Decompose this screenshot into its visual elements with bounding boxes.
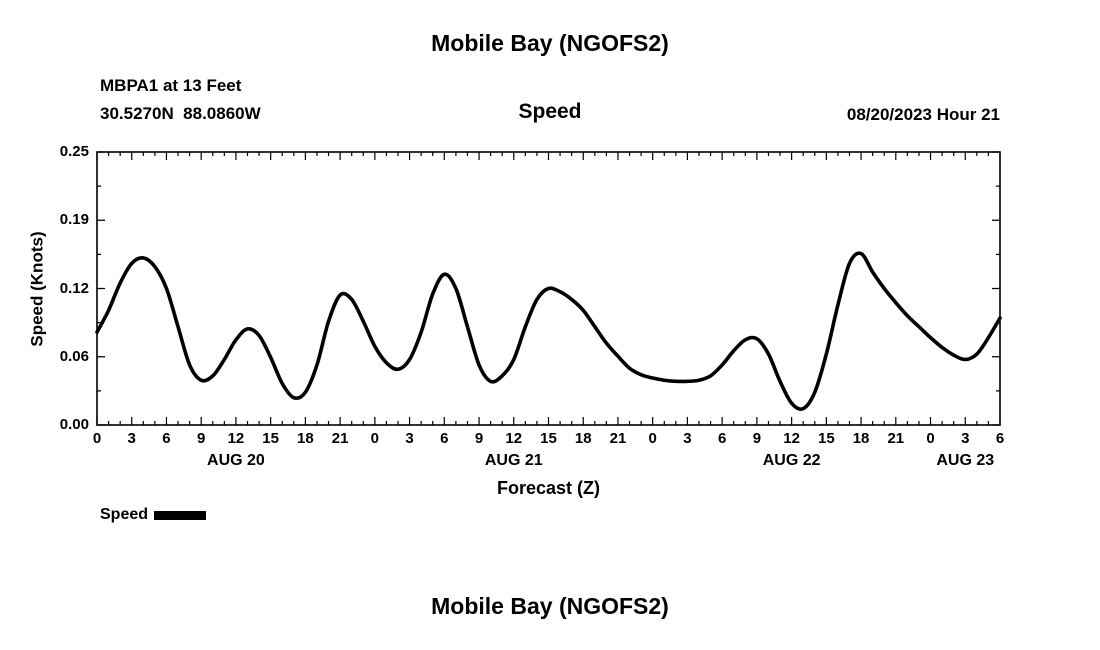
y-tick-label: 0.19 (59, 211, 89, 229)
second-chart-title: Mobile Bay (NGOFS2) (431, 593, 669, 619)
y-tick-label: 0.25 (59, 143, 89, 160)
x-tick-label: 3 (961, 430, 970, 447)
legend-line-swatch (154, 510, 207, 520)
x-tick-label: 21 (609, 430, 627, 447)
x-tick-label: 18 (574, 430, 592, 447)
x-tick-label: 12 (227, 430, 245, 447)
x-date-label: AUG 23 (936, 452, 995, 469)
x-tick-label: 15 (262, 430, 279, 447)
speed-curve (95, 251, 1002, 411)
x-tick-label: 3 (405, 430, 414, 447)
x-tick-label: 15 (540, 430, 557, 447)
y-tick-label: 0.06 (59, 347, 89, 365)
x-tick-label: 9 (474, 430, 484, 447)
legend: Speed (100, 506, 207, 524)
x-tick-label: 15 (818, 430, 835, 447)
y-tick-label: 0.00 (59, 416, 89, 433)
x-tick-label: 0 (648, 430, 657, 447)
forecast-timestamp: 08/20/2023 Hour 21 (846, 105, 1000, 124)
panel-subtitle: Speed (518, 100, 582, 123)
x-tick-label: 18 (852, 430, 870, 447)
x-date-label: AUG 20 (207, 452, 265, 469)
x-tick-label: 18 (297, 430, 314, 447)
x-tick-label: 0 (370, 430, 380, 447)
station-coordinates: 30.5270N 88.0860W (100, 104, 261, 123)
x-tick-label: 6 (717, 430, 727, 447)
x-tick-label: 6 (162, 430, 171, 447)
x-tick-label: 3 (683, 430, 692, 447)
x-tick-label: 0 (92, 430, 102, 447)
x-tick-label: 21 (887, 430, 905, 447)
x-tick-label: 12 (783, 430, 800, 447)
x-tick-label: 9 (752, 430, 762, 447)
legend-label: Speed (100, 506, 149, 523)
x-tick-label: 21 (331, 430, 349, 447)
x-date-label: AUG 22 (762, 452, 821, 469)
x-tick-label: 0 (926, 430, 935, 447)
station-label: MBPA1 at 13 Feet (100, 76, 242, 95)
x-date-label: AUG 21 (484, 452, 543, 469)
x-tick-label: 6 (995, 430, 1005, 447)
x-tick-label: 9 (197, 430, 206, 447)
x-tick-label: 6 (440, 430, 449, 447)
x-axis-title: Forecast (Z) (496, 478, 601, 498)
y-tick-label: 0.12 (59, 279, 89, 297)
x-tick-label: 12 (505, 430, 523, 447)
x-tick-label: 3 (127, 430, 136, 447)
chart-title: Mobile Bay (NGOFS2) (431, 30, 669, 56)
